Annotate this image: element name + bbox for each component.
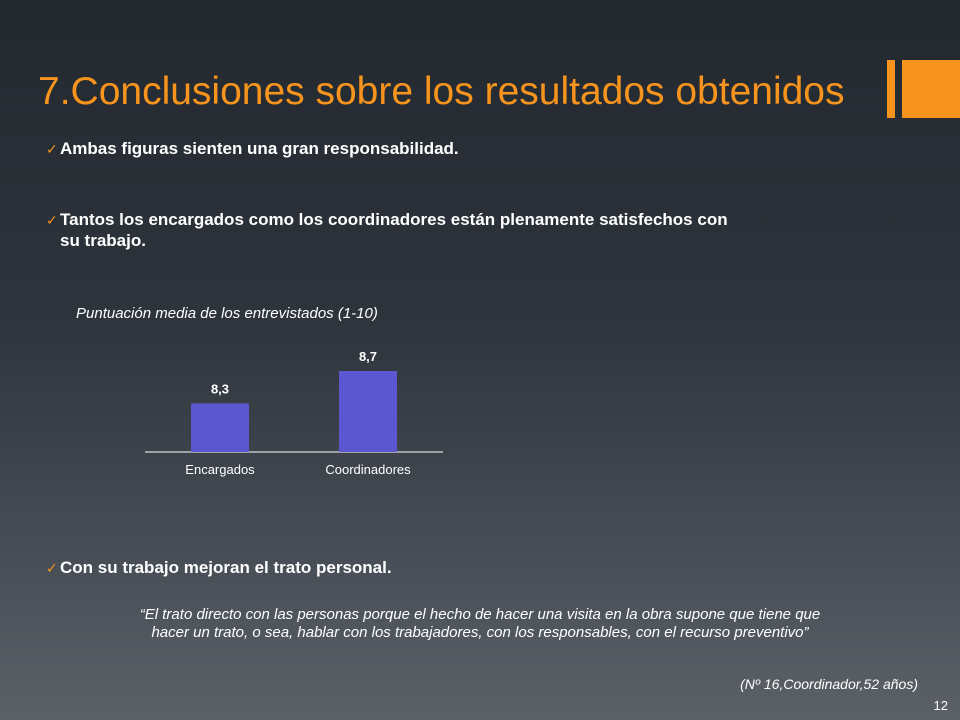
checkmark-icon: ✓ (46, 213, 58, 229)
bullet-responsibility: ✓ Ambas figuras sienten una gran responsa… (46, 139, 906, 160)
accent-bar (887, 60, 895, 118)
category-label-encargados: Encargados (185, 462, 255, 477)
checkmark-icon: ✓ (46, 142, 58, 158)
bullet-personal-treatment: ✓ Con su trabajo mejoran el trato persona… (46, 558, 906, 579)
bullet-text: Con su trabajo mejoran el trato personal… (60, 558, 392, 577)
data-label-coordinadores: 8,7 (359, 349, 377, 364)
chart-title: Puntuación media de los entrevistados (1… (76, 305, 378, 322)
bullet-text-line1: Tantos los encargados como los coordinad… (60, 210, 728, 229)
bullet-text: Ambas figuras sienten una gran responsab… (60, 139, 459, 158)
category-label-coordinadores: Coordinadores (325, 462, 411, 477)
quote-attribution: (Nº 16,Coordinador,52 años) (740, 676, 918, 692)
accent-block (902, 60, 960, 118)
interview-quote: “El trato directo con las personas porqu… (40, 606, 920, 642)
page-number: 12 (933, 698, 948, 713)
bullet-text-line2: su trabajo. (60, 231, 146, 250)
quote-line-2: hacer un trato, o sea, hablar con los tr… (151, 624, 809, 641)
slide-title: 7.Conclusiones sobre los resultados obte… (38, 70, 845, 113)
bar-encargados (191, 403, 249, 452)
checkmark-icon: ✓ (46, 561, 58, 577)
bar-coordinadores (339, 371, 397, 452)
bullet-satisfaction: ✓ Tantos los encargados como los coordina… (46, 210, 906, 251)
data-label-encargados: 8,3 (211, 381, 229, 396)
quote-line-1: “El trato directo con las personas porqu… (139, 606, 821, 623)
